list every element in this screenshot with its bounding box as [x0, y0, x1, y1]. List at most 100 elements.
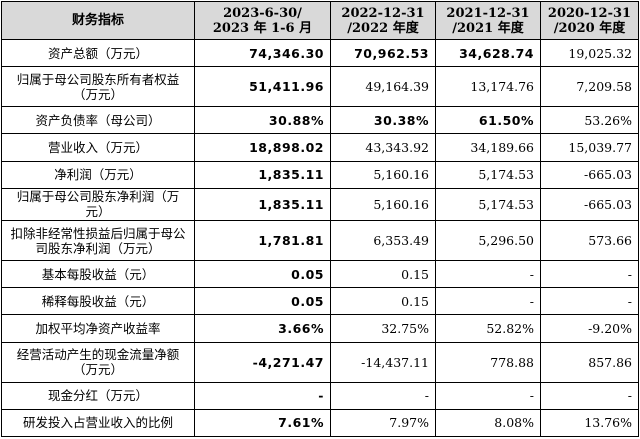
table-row: 归属于母公司股东净利润（万元） 1,835.11 5,160.16 5,174.53-… — [1, 187, 639, 222]
value-cell-v2: 0.15 — [330, 287, 436, 316]
value-cell-v1: 3.66% — [194, 314, 331, 343]
value-cell-v1: 1,835.11 — [194, 160, 331, 189]
value-cell-v4: - — [540, 381, 639, 410]
row-label-line: 归属于母公司股东所有者权益 — [16, 71, 180, 87]
header-item: 财务指标 — [1, 1, 195, 40]
value-cell-v3: 5,174.53 — [435, 187, 541, 222]
value-cell-v3: 778.88 — [435, 341, 541, 383]
value-cell-v3: 5,296.50 — [435, 220, 541, 261]
header-col-2021-line1: 2021-12-31 — [446, 5, 530, 21]
row-label: 资产总额（万元） — [1, 38, 195, 68]
table-row: 归属于母公司股东所有者权益 （万元） 51,411.96 49,164.39 13,17… — [1, 66, 639, 108]
value-cell-v3: - — [435, 287, 541, 316]
value-cell-v2: 0.15 — [330, 259, 436, 289]
row-label: 扣除非经常性损益后归属于母公 司股东净利润（万元） — [1, 220, 195, 261]
header-item-text: 财务指标 — [71, 13, 124, 28]
value-cell-v2: 6,353.49 — [330, 220, 436, 261]
table-row: 基本每股收益（元） 0.05 0.15- - — [1, 259, 639, 289]
header-col-2023h1: 2023-6-30/ 2023 年 1-6 月 — [194, 1, 331, 40]
value-cell-v4: 7,209.58 — [540, 66, 639, 108]
value-cell-v1: 1,781.81 — [194, 220, 331, 261]
value-cell-v1: 0.05 — [194, 259, 331, 289]
value-cell-v4: 13.76% — [540, 408, 639, 438]
row-label-line: 经营活动产生的现金流量净额 — [16, 347, 180, 363]
value-cell-v1: 74,346.30 — [194, 38, 331, 68]
value-cell-v4: - — [540, 287, 639, 316]
value-cell-v1: -4,271.47 — [194, 341, 331, 383]
row-label-line: 扣除非经常性损益后归属于母公 — [10, 225, 186, 241]
header-col-2023h1-line1: 2023-6-30/ — [223, 5, 302, 21]
table-row: 加权平均净资产收益率 3.66% 32.75% 52.82% -9.20% — [1, 314, 639, 343]
value-cell-v3: 34,189.66 — [435, 133, 541, 162]
value-cell-v4: -665.03 — [540, 187, 639, 222]
row-label-line: （万元） — [72, 362, 123, 378]
table-header-row: 财务指标 2023-6-30/ 2023 年 1-6 月 2022-12-31 … — [1, 1, 639, 40]
value-cell-v1: - — [194, 381, 331, 410]
table-row: 净利润（万元） 1,835.11 5,160.16 5,174.53 -665.03 — [1, 160, 639, 189]
row-label: 净利润（万元） — [1, 160, 195, 189]
table-row: 经营活动产生的现金流量净额 （万元） -4,271.47 -14,437.11 778.… — [1, 341, 639, 383]
value-cell-v2: 30.38% — [330, 106, 436, 135]
value-cell-v2: 5,160.16 — [330, 160, 436, 189]
value-cell-v3: 8.08% — [435, 408, 541, 438]
header-col-2020-line1: 2020-12-31 — [547, 5, 632, 21]
header-col-2021: 2021-12-31 /2021 年度 — [435, 1, 541, 40]
table-row: 营业收入（万元） 18,898.02 43,343.92 34,189.66 15,03… — [1, 133, 639, 162]
row-label: 现金分红（万元） — [1, 381, 195, 410]
value-cell-v1: 7.61% — [194, 408, 331, 438]
row-label: 营业收入（万元） — [1, 133, 195, 162]
value-cell-v2: - — [330, 381, 436, 410]
row-label-line: 加权平均净资产收益率 — [35, 321, 161, 337]
value-cell-v2: 49,164.39 — [330, 66, 436, 108]
value-cell-v3: 61.50% — [435, 106, 541, 135]
row-label-line: （万元） — [72, 86, 123, 102]
row-label: 归属于母公司股东所有者权益 （万元） — [1, 66, 195, 108]
table-row: 研发投入占营业收入的比例 7.61% 7.97% 8.08% 13.76% — [1, 408, 639, 438]
row-label-line: 稀释每股收益（元） — [41, 293, 155, 309]
header-col-2022-line1: 2022-12-31 — [341, 5, 425, 21]
row-label: 研发投入占营业收入的比例 — [1, 408, 195, 438]
value-cell-v3: - — [435, 381, 541, 410]
value-cell-v3: 34,628.74 — [435, 38, 541, 68]
table-row: 现金分红（万元） - - - - — [1, 381, 639, 410]
header-col-2022-line2: /2022 年度 — [347, 20, 419, 36]
header-col-2020-line2: /2020 年度 — [553, 20, 626, 36]
value-cell-v2: 32.75% — [330, 314, 436, 343]
row-label-line: 基本每股收益（元） — [41, 266, 155, 282]
header-col-2022: 2022-12-31 /2022 年度 — [330, 1, 436, 40]
row-label: 归属于母公司股东净利润（万元） — [1, 187, 195, 222]
row-label: 加权平均净资产收益率 — [1, 314, 195, 343]
value-cell-v3: 5,174.53 — [435, 160, 541, 189]
value-cell-v4: 573.66 — [540, 220, 639, 261]
value-cell-v3: - — [435, 259, 541, 289]
row-label-line: 净利润（万元） — [54, 167, 142, 183]
row-label: 资产负债率（母公司） — [1, 106, 195, 135]
value-cell-v2: -14,437.11 — [330, 341, 436, 383]
value-cell-v4: 15,039.77 — [540, 133, 639, 162]
table-row: 资产总额（万元） 74,346.30 70,962.53 34,628.74 19,02… — [1, 38, 639, 68]
row-label: 稀释每股收益（元） — [1, 287, 195, 316]
row-label-line: 司股东净利润（万元） — [35, 240, 161, 256]
row-label: 经营活动产生的现金流量净额 （万元） — [1, 341, 195, 383]
row-label-line: 研发投入占营业收入的比例 — [22, 415, 173, 431]
row-label-line: 资产总额（万元） — [47, 45, 148, 61]
value-cell-v1: 30.88% — [194, 106, 331, 135]
table-row: 资产负债率（母公司） 30.88% 30.38% 61.50% 53.26% — [1, 106, 639, 135]
value-cell-v1: 1,835.11 — [194, 187, 331, 222]
row-label-line: 营业收入（万元） — [47, 139, 148, 155]
value-cell-v1: 18,898.02 — [194, 133, 331, 162]
value-cell-v4: -665.03 — [540, 160, 639, 189]
value-cell-v2: 5,160.16 — [330, 187, 436, 222]
value-cell-v2: 70,962.53 — [330, 38, 436, 68]
row-label-line: 现金分红（万元） — [47, 388, 148, 404]
value-cell-v4: -9.20% — [540, 314, 639, 343]
header-col-2021-line2: /2021 年度 — [452, 20, 524, 36]
value-cell-v1: 51,411.96 — [194, 66, 331, 108]
value-cell-v3: 52.82% — [435, 314, 541, 343]
header-col-2023h1-line2: 2023 年 1-6 月 — [212, 20, 313, 36]
row-label-line: 归属于母公司股东净利润（万元） — [16, 189, 180, 220]
row-label-line: 资产负债率（母公司） — [35, 112, 161, 128]
header-col-2020: 2020-12-31 /2020 年度 — [540, 1, 639, 40]
value-cell-v2: 7.97% — [330, 408, 436, 438]
